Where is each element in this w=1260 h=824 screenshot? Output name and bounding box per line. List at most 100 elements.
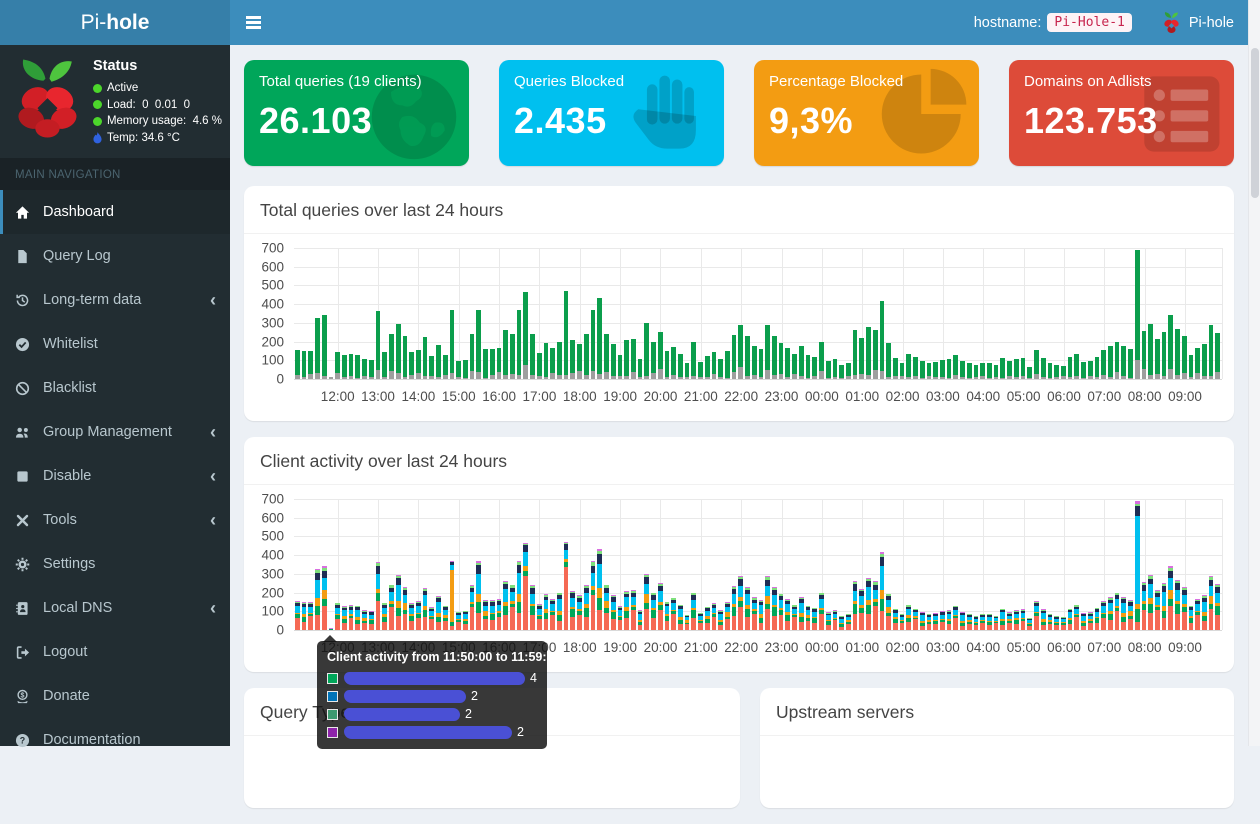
client-activity-bar[interactable] bbox=[1074, 605, 1079, 630]
total-queries-bar[interactable] bbox=[557, 342, 562, 379]
sidebar-item-query-log[interactable]: Query Log bbox=[0, 234, 230, 278]
total-queries-bar[interactable] bbox=[691, 342, 696, 379]
total-queries-bar[interactable] bbox=[960, 361, 965, 379]
client-activity-bar[interactable] bbox=[1101, 601, 1106, 630]
total-queries-bar[interactable] bbox=[1021, 358, 1026, 379]
sidebar-item-dashboard[interactable]: Dashboard bbox=[0, 190, 230, 234]
client-activity-bar[interactable] bbox=[651, 593, 656, 630]
total-queries-bar[interactable] bbox=[806, 355, 811, 379]
total-queries-bar[interactable] bbox=[651, 342, 656, 379]
client-activity-bar[interactable] bbox=[597, 549, 602, 630]
total-queries-bar[interactable] bbox=[685, 363, 690, 379]
client-activity-bar[interactable] bbox=[846, 614, 851, 630]
total-queries-bar[interactable] bbox=[624, 340, 629, 379]
total-queries-bar[interactable] bbox=[523, 292, 528, 379]
client-activity-bar[interactable] bbox=[584, 585, 589, 630]
total-queries-bar[interactable] bbox=[295, 350, 300, 379]
total-queries-bar[interactable] bbox=[1074, 354, 1079, 379]
total-queries-bar[interactable] bbox=[570, 340, 575, 379]
client-activity-bar[interactable] bbox=[355, 606, 360, 630]
client-activity-bar[interactable] bbox=[550, 599, 555, 630]
total-queries-bar[interactable] bbox=[1115, 342, 1120, 379]
sidebar-item-logout[interactable]: Logout bbox=[0, 630, 230, 674]
client-activity-bar[interactable] bbox=[772, 587, 777, 630]
client-activity-bar[interactable] bbox=[517, 561, 522, 630]
total-queries-bar[interactable] bbox=[1088, 361, 1093, 379]
client-activity-bar[interactable] bbox=[792, 605, 797, 630]
client-activity-bar[interactable] bbox=[913, 609, 918, 630]
client-activity-bar[interactable] bbox=[429, 607, 434, 630]
client-activity-bar[interactable] bbox=[295, 601, 300, 630]
total-queries-bar[interactable] bbox=[1135, 250, 1140, 379]
total-queries-bar[interactable] bbox=[450, 310, 455, 379]
client-activity-bar[interactable] bbox=[927, 614, 932, 630]
sidebar-item-blacklist[interactable]: Blacklist bbox=[0, 366, 230, 410]
client-activity-bar[interactable] bbox=[322, 566, 327, 630]
client-activity-bar[interactable] bbox=[591, 561, 596, 630]
total-queries-bar[interactable] bbox=[752, 346, 757, 379]
client-activity-bar[interactable] bbox=[994, 616, 999, 630]
client-activity-bar[interactable] bbox=[456, 612, 461, 630]
scrollbar-thumb[interactable] bbox=[1251, 48, 1259, 198]
client-activity-bar[interactable] bbox=[530, 585, 535, 630]
total-queries-bar[interactable] bbox=[947, 359, 952, 379]
total-queries-bar[interactable] bbox=[530, 334, 535, 379]
client-activity-bar[interactable] bbox=[503, 581, 508, 630]
total-queries-bar[interactable] bbox=[1048, 363, 1053, 379]
total-queries-bar[interactable] bbox=[1202, 344, 1207, 379]
client-activity-bar[interactable] bbox=[423, 588, 428, 630]
total-queries-bar[interactable] bbox=[1068, 357, 1073, 379]
total-queries-bar[interactable] bbox=[544, 343, 549, 379]
total-queries-bar[interactable] bbox=[718, 359, 723, 379]
client-activity-bar[interactable] bbox=[611, 595, 616, 630]
bars-layer[interactable] bbox=[294, 499, 1222, 630]
client-activity-bar[interactable] bbox=[1121, 597, 1126, 630]
client-activity-bar[interactable] bbox=[577, 595, 582, 630]
total-queries-bar[interactable] bbox=[920, 361, 925, 379]
total-queries-bar[interactable] bbox=[376, 311, 381, 379]
total-queries-bar[interactable] bbox=[1095, 357, 1100, 379]
total-queries-bar[interactable] bbox=[846, 363, 851, 379]
total-queries-bar[interactable] bbox=[456, 361, 461, 379]
client-activity-bar[interactable] bbox=[497, 599, 502, 630]
sidebar-item-settings[interactable]: Settings bbox=[0, 542, 230, 586]
client-activity-bar[interactable] bbox=[960, 612, 965, 630]
client-activity-bar[interactable] bbox=[671, 598, 676, 630]
client-activity-bar[interactable] bbox=[315, 569, 320, 630]
client-activity-bar[interactable] bbox=[691, 593, 696, 630]
client-activity-bar[interactable] bbox=[638, 610, 643, 630]
total-queries-bar[interactable] bbox=[382, 352, 387, 379]
client-activity-bar[interactable] bbox=[416, 601, 421, 630]
client-activity-bar[interactable] bbox=[1162, 583, 1167, 630]
total-queries-bar[interactable] bbox=[403, 336, 408, 379]
total-queries-bar[interactable] bbox=[470, 334, 475, 379]
total-queries-bar[interactable] bbox=[893, 358, 898, 380]
sidebar-item-disable[interactable]: Disable‹ bbox=[0, 454, 230, 498]
client-activity-bar[interactable] bbox=[564, 542, 569, 630]
client-activity-bar[interactable] bbox=[1202, 595, 1207, 630]
client-activity-bar[interactable] bbox=[557, 593, 562, 630]
total-queries-bar[interactable] bbox=[732, 335, 737, 379]
total-queries-bar[interactable] bbox=[349, 354, 354, 379]
total-queries-bar[interactable] bbox=[671, 347, 676, 379]
client-activity-bar[interactable] bbox=[1088, 612, 1093, 630]
total-queries-bar[interactable] bbox=[1148, 324, 1153, 379]
client-activity-bar[interactable] bbox=[819, 593, 824, 630]
client-activity-bar[interactable] bbox=[1189, 606, 1194, 630]
client-activity-bar[interactable] bbox=[1095, 608, 1100, 630]
client-activity-bar[interactable] bbox=[1061, 617, 1066, 630]
total-queries-bar[interactable] bbox=[1162, 332, 1167, 379]
client-activity-bar[interactable] bbox=[302, 602, 307, 630]
client-activity-bar[interactable] bbox=[839, 616, 844, 630]
card-total-queries-19-clients[interactable]: Total queries (19 clients)26.103 bbox=[244, 60, 469, 166]
total-queries-bar[interactable] bbox=[900, 363, 905, 379]
total-queries-bar[interactable] bbox=[517, 310, 522, 379]
client-activity-bar[interactable] bbox=[1209, 576, 1214, 630]
client-activity-bar[interactable] bbox=[705, 607, 710, 630]
client-activity-bar[interactable] bbox=[476, 561, 481, 630]
total-queries-bar[interactable] bbox=[665, 351, 670, 379]
total-queries-bar[interactable] bbox=[853, 330, 858, 379]
total-queries-bar[interactable] bbox=[933, 362, 938, 379]
client-activity-bar[interactable] bbox=[900, 614, 905, 630]
